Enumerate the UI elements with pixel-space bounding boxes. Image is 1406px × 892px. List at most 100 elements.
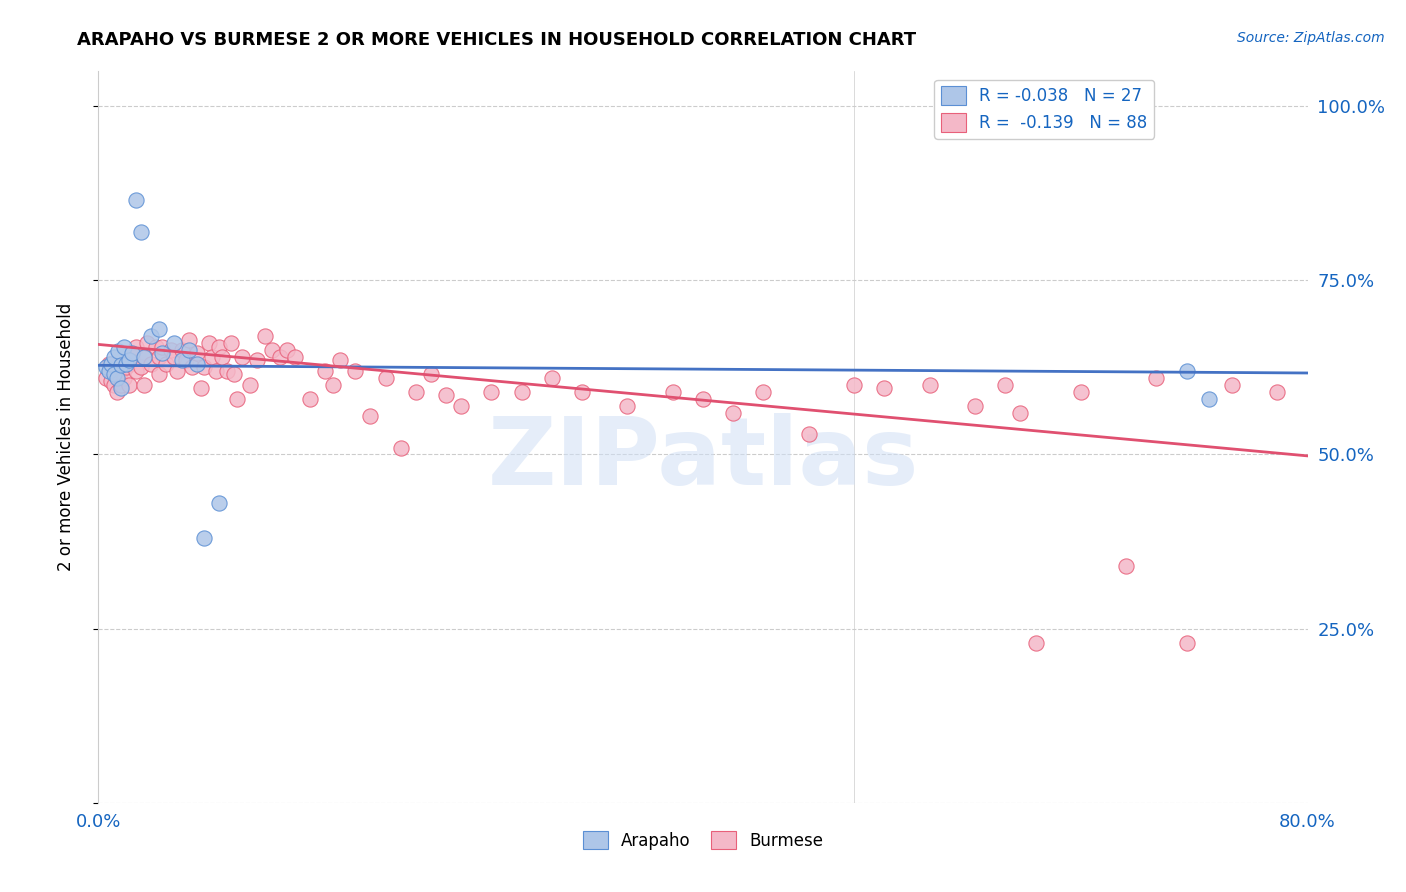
Point <box>107 344 129 359</box>
Point <box>103 360 125 375</box>
Point <box>226 392 249 406</box>
Point <box>110 377 132 392</box>
Point <box>389 441 412 455</box>
Point <box>98 357 121 371</box>
Point <box>132 377 155 392</box>
Point <box>918 377 941 392</box>
Point <box>1267 384 1289 399</box>
Point <box>118 357 141 371</box>
Point <box>141 357 163 371</box>
Point <box>262 343 284 357</box>
Point <box>170 353 193 368</box>
Point <box>1220 377 1243 392</box>
Point <box>190 381 212 395</box>
Point <box>141 329 163 343</box>
Point <box>129 225 152 239</box>
Point <box>105 371 128 385</box>
Point <box>405 384 427 399</box>
Point <box>1144 371 1167 385</box>
Point <box>314 364 336 378</box>
Point <box>360 409 382 424</box>
Point <box>253 329 276 343</box>
Point <box>1198 392 1220 406</box>
Point <box>148 322 170 336</box>
Point <box>420 368 443 382</box>
Point <box>155 357 177 371</box>
Point <box>150 346 173 360</box>
Point <box>125 193 148 207</box>
Point <box>540 371 562 385</box>
Point <box>94 371 117 385</box>
Point <box>215 364 238 378</box>
Point <box>231 350 253 364</box>
Point <box>186 346 208 360</box>
Point <box>873 381 896 395</box>
Point <box>221 336 243 351</box>
Point <box>100 357 122 371</box>
Point <box>179 333 201 347</box>
Point <box>112 371 135 385</box>
Point <box>1175 364 1198 378</box>
Point <box>125 339 148 353</box>
Point <box>571 384 593 399</box>
Point <box>148 368 170 382</box>
Point <box>246 353 269 368</box>
Point <box>723 406 745 420</box>
Point <box>450 399 472 413</box>
Point <box>434 388 457 402</box>
Point <box>692 392 714 406</box>
Point <box>110 364 132 378</box>
Point <box>118 353 141 368</box>
Point <box>1115 558 1137 573</box>
Point <box>94 360 117 375</box>
Point <box>481 384 503 399</box>
Point <box>114 357 136 371</box>
Point <box>107 368 129 382</box>
Point <box>114 360 136 375</box>
Point <box>844 377 866 392</box>
Text: ZIPatlas: ZIPatlas <box>488 413 918 505</box>
Point <box>129 360 152 375</box>
Point <box>994 377 1017 392</box>
Point <box>329 353 352 368</box>
Point <box>150 339 173 353</box>
Point <box>110 381 132 395</box>
Point <box>148 350 170 364</box>
Point <box>752 384 775 399</box>
Point <box>163 350 186 364</box>
Point <box>1175 635 1198 649</box>
Point <box>239 377 262 392</box>
Point <box>125 364 148 378</box>
Point <box>1024 635 1046 649</box>
Point <box>510 384 533 399</box>
Point <box>1070 384 1092 399</box>
Point <box>201 350 224 364</box>
Point <box>276 343 298 357</box>
Point <box>965 399 987 413</box>
Point <box>186 357 208 371</box>
Point <box>132 350 155 364</box>
Point <box>797 426 820 441</box>
Point <box>193 360 215 375</box>
Text: Source: ZipAtlas.com: Source: ZipAtlas.com <box>1237 31 1385 45</box>
Point <box>166 364 188 378</box>
Point <box>269 350 291 364</box>
Point <box>100 375 122 389</box>
Point <box>208 339 231 353</box>
Point <box>174 353 197 368</box>
Point <box>208 496 231 510</box>
Point <box>170 343 193 357</box>
Point <box>284 350 307 364</box>
Y-axis label: 2 or more Vehicles in Household: 2 or more Vehicles in Household <box>56 303 75 571</box>
Point <box>145 339 167 353</box>
Point <box>103 350 125 364</box>
Point <box>224 368 246 382</box>
Point <box>344 364 367 378</box>
Point <box>661 384 683 399</box>
Point <box>121 346 143 360</box>
Point <box>112 339 135 353</box>
Point <box>374 371 396 385</box>
Point <box>179 343 201 357</box>
Point <box>103 368 125 382</box>
Point <box>110 359 132 373</box>
